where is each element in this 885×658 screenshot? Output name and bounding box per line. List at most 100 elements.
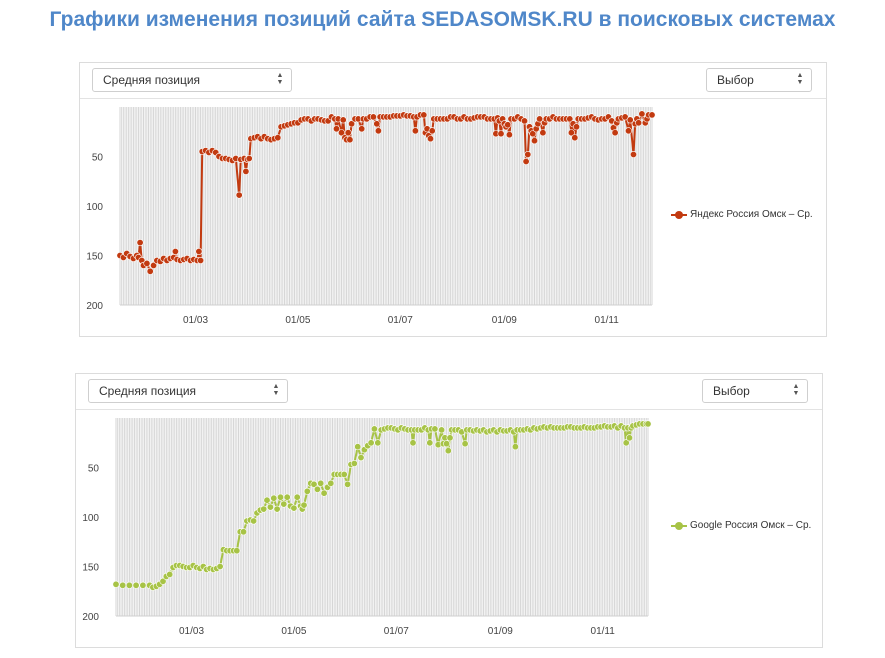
- data-point[interactable]: [260, 505, 268, 513]
- legend-item-google[interactable]: Google Россия Омск – Ср.: [671, 520, 811, 531]
- data-point[interactable]: [216, 563, 224, 571]
- data-point[interactable]: [139, 581, 147, 589]
- data-point[interactable]: [166, 570, 174, 578]
- data-point[interactable]: [373, 120, 381, 128]
- data-point[interactable]: [461, 440, 469, 448]
- data-point[interactable]: [367, 439, 375, 447]
- data-point[interactable]: [340, 470, 348, 478]
- data-point[interactable]: [567, 129, 575, 137]
- data-point[interactable]: [511, 443, 519, 451]
- data-point[interactable]: [242, 167, 250, 175]
- data-point[interactable]: [572, 123, 580, 131]
- data-point[interactable]: [409, 439, 417, 447]
- data-point[interactable]: [303, 487, 311, 495]
- data-point[interactable]: [374, 127, 382, 135]
- data-point[interactable]: [370, 425, 378, 433]
- data-point[interactable]: [112, 580, 120, 588]
- data-point[interactable]: [159, 577, 167, 585]
- data-point[interactable]: [274, 134, 282, 142]
- data-point[interactable]: [420, 111, 428, 119]
- data-point[interactable]: [344, 480, 352, 488]
- data-point[interactable]: [522, 157, 530, 165]
- data-point[interactable]: [520, 117, 528, 125]
- data-point[interactable]: [571, 134, 579, 142]
- data-point[interactable]: [171, 248, 179, 256]
- data-point[interactable]: [132, 581, 140, 589]
- data-point[interactable]: [273, 505, 281, 513]
- data-point[interactable]: [648, 111, 656, 119]
- data-point[interactable]: [346, 136, 354, 144]
- data-point[interactable]: [119, 581, 127, 589]
- data-point[interactable]: [293, 493, 301, 501]
- data-point[interactable]: [625, 434, 633, 442]
- data-point[interactable]: [313, 485, 321, 493]
- data-point[interactable]: [539, 129, 547, 137]
- data-point[interactable]: [411, 127, 419, 135]
- data-point[interactable]: [644, 420, 652, 428]
- data-point[interactable]: [530, 137, 538, 145]
- choice-select[interactable]: Выбор ▲ ▼: [702, 379, 808, 403]
- data-point[interactable]: [566, 115, 574, 123]
- data-point[interactable]: [497, 130, 505, 138]
- metric-select[interactable]: Средняя позиция ▲ ▼: [88, 379, 288, 403]
- data-point[interactable]: [624, 127, 632, 135]
- data-point[interactable]: [240, 528, 248, 536]
- data-point[interactable]: [443, 440, 451, 448]
- data-point[interactable]: [621, 113, 629, 121]
- data-point[interactable]: [277, 493, 285, 501]
- data-point[interactable]: [358, 125, 366, 133]
- data-point[interactable]: [505, 131, 513, 139]
- data-point[interactable]: [327, 479, 335, 487]
- data-point[interactable]: [195, 248, 203, 256]
- data-point[interactable]: [235, 191, 243, 199]
- data-point[interactable]: [245, 154, 253, 162]
- data-point[interactable]: [337, 129, 345, 137]
- data-point[interactable]: [524, 150, 532, 158]
- data-point[interactable]: [150, 261, 158, 269]
- data-point[interactable]: [629, 150, 637, 158]
- data-point[interactable]: [369, 113, 377, 121]
- choice-select[interactable]: Выбор ▲ ▼: [706, 68, 812, 92]
- metric-select[interactable]: Средняя позиция ▲ ▼: [92, 68, 292, 92]
- data-point[interactable]: [431, 425, 439, 433]
- data-point[interactable]: [622, 439, 630, 447]
- data-point[interactable]: [354, 443, 362, 451]
- data-point[interactable]: [283, 493, 291, 501]
- data-point[interactable]: [444, 447, 452, 455]
- data-point[interactable]: [280, 500, 288, 508]
- data-point[interactable]: [266, 503, 274, 511]
- data-point[interactable]: [635, 119, 643, 127]
- data-point[interactable]: [348, 120, 356, 128]
- data-point[interactable]: [428, 127, 436, 135]
- data-point[interactable]: [233, 547, 241, 555]
- data-point[interactable]: [143, 259, 151, 267]
- data-point[interactable]: [310, 480, 318, 488]
- data-point[interactable]: [320, 489, 328, 497]
- data-point[interactable]: [626, 116, 634, 124]
- data-point[interactable]: [529, 130, 537, 138]
- data-point[interactable]: [426, 439, 434, 447]
- data-point[interactable]: [317, 479, 325, 487]
- legend-item-yandex[interactable]: Яндекс Россия Омск – Ср.: [671, 209, 813, 220]
- data-point[interactable]: [446, 434, 454, 442]
- data-point[interactable]: [333, 125, 341, 133]
- data-point[interactable]: [611, 129, 619, 137]
- data-point[interactable]: [438, 426, 446, 434]
- data-point[interactable]: [125, 581, 133, 589]
- data-point[interactable]: [250, 517, 258, 525]
- data-point[interactable]: [504, 121, 512, 129]
- data-point[interactable]: [350, 459, 358, 467]
- data-point[interactable]: [136, 239, 144, 247]
- data-point[interactable]: [263, 496, 271, 504]
- data-point[interactable]: [270, 494, 278, 502]
- data-point[interactable]: [638, 110, 646, 118]
- data-point[interactable]: [344, 129, 352, 137]
- data-point[interactable]: [290, 504, 298, 512]
- data-point[interactable]: [374, 439, 382, 447]
- data-point[interactable]: [339, 116, 347, 124]
- data-point[interactable]: [300, 501, 308, 509]
- data-point[interactable]: [357, 454, 365, 462]
- data-point[interactable]: [146, 267, 154, 275]
- data-point[interactable]: [426, 135, 434, 143]
- data-point[interactable]: [197, 257, 205, 265]
